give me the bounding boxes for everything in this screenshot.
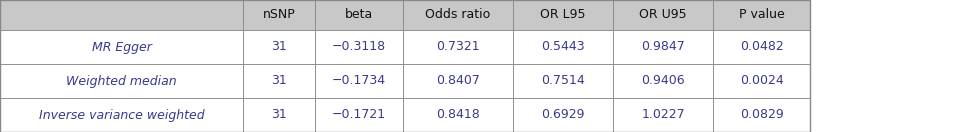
Text: −0.3118: −0.3118: [332, 41, 386, 53]
Bar: [613, 64, 713, 98]
Text: OR U95: OR U95: [639, 8, 687, 22]
Text: Weighted median: Weighted median: [67, 74, 176, 88]
Text: 0.6929: 0.6929: [541, 109, 585, 121]
Text: 0.7514: 0.7514: [541, 74, 585, 88]
Bar: [315, 30, 403, 64]
Bar: [513, 98, 613, 132]
Bar: [0, 98, 243, 132]
Text: MR Egger: MR Egger: [91, 41, 152, 53]
Text: 0.0024: 0.0024: [740, 74, 783, 88]
Bar: [315, 0, 403, 30]
Bar: [713, 64, 810, 98]
Bar: [403, 0, 513, 30]
Bar: [513, 0, 613, 30]
Text: OR L95: OR L95: [540, 8, 586, 22]
Text: beta: beta: [345, 8, 373, 22]
Text: 31: 31: [271, 41, 287, 53]
Text: Odds ratio: Odds ratio: [425, 8, 491, 22]
Bar: [243, 30, 315, 64]
Bar: [513, 30, 613, 64]
Bar: [0, 64, 243, 98]
Bar: [403, 64, 513, 98]
Bar: [243, 98, 315, 132]
Bar: [713, 0, 810, 30]
Bar: [513, 64, 613, 98]
Text: 0.8407: 0.8407: [436, 74, 480, 88]
Bar: [613, 0, 713, 30]
Text: P value: P value: [739, 8, 784, 22]
Bar: [613, 98, 713, 132]
Text: 0.8418: 0.8418: [436, 109, 480, 121]
Text: 0.9847: 0.9847: [641, 41, 685, 53]
Text: 0.5443: 0.5443: [541, 41, 585, 53]
Text: 0.0829: 0.0829: [740, 109, 783, 121]
Text: 0.0482: 0.0482: [740, 41, 783, 53]
Bar: [0, 0, 810, 132]
Text: Inverse variance weighted: Inverse variance weighted: [38, 109, 204, 121]
Text: 31: 31: [271, 74, 287, 88]
Bar: [0, 0, 243, 30]
Text: 0.9406: 0.9406: [641, 74, 685, 88]
Bar: [613, 30, 713, 64]
Bar: [315, 98, 403, 132]
Bar: [713, 98, 810, 132]
Bar: [315, 64, 403, 98]
Bar: [713, 30, 810, 64]
Text: −0.1734: −0.1734: [332, 74, 386, 88]
Bar: [0, 30, 243, 64]
Text: nSNP: nSNP: [263, 8, 295, 22]
Bar: [243, 64, 315, 98]
Bar: [403, 98, 513, 132]
Bar: [243, 0, 315, 30]
Text: −0.1721: −0.1721: [332, 109, 386, 121]
Text: 1.0227: 1.0227: [641, 109, 685, 121]
Text: 31: 31: [271, 109, 287, 121]
Bar: [403, 30, 513, 64]
Text: 0.7321: 0.7321: [436, 41, 480, 53]
